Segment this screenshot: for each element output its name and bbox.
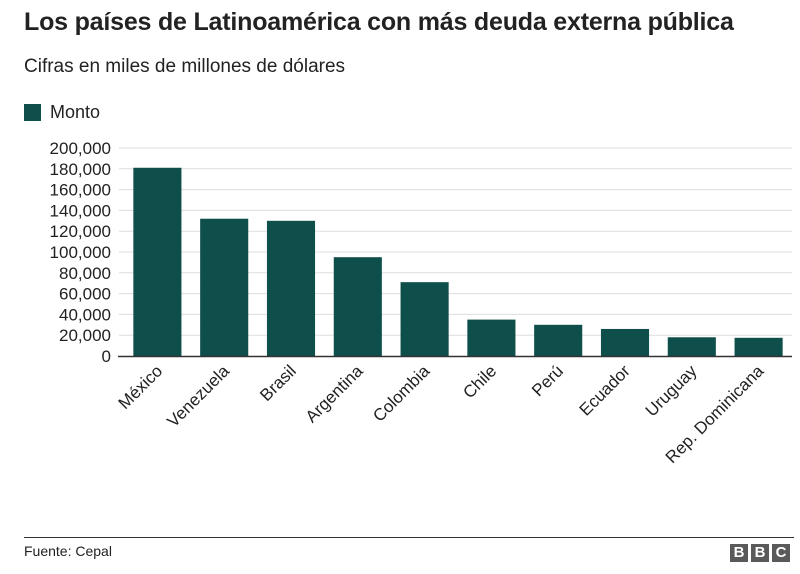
y-tick-label: 160,000 bbox=[50, 181, 111, 200]
y-tick-label: 40,000 bbox=[59, 305, 111, 324]
bar bbox=[400, 282, 449, 356]
y-tick-label: 100,000 bbox=[50, 243, 111, 262]
y-tick-label: 0 bbox=[102, 347, 111, 366]
bar bbox=[600, 328, 650, 356]
y-tick-label: 180,000 bbox=[50, 160, 111, 179]
x-tick-label: Ecuador bbox=[576, 361, 634, 419]
bar bbox=[534, 324, 583, 356]
chart-title: Los países de Latinoamérica con más deud… bbox=[24, 8, 734, 36]
chart-subtitle: Cifras en miles de millones de dólares bbox=[24, 56, 346, 77]
x-tick-label: Brasil bbox=[256, 361, 299, 404]
bar bbox=[200, 218, 249, 356]
footer-divider bbox=[24, 537, 794, 538]
legend: Monto bbox=[24, 102, 100, 123]
legend-swatch bbox=[24, 104, 41, 121]
bbc-logo-letter: B bbox=[751, 544, 769, 562]
x-tick-label: México bbox=[115, 361, 167, 413]
y-tick-label: 140,000 bbox=[50, 201, 111, 220]
y-tick-label: 120,000 bbox=[50, 222, 111, 241]
source-note: Fuente: Cepal bbox=[24, 543, 112, 559]
bbc-logo-letter: C bbox=[772, 544, 790, 562]
bar bbox=[734, 337, 783, 356]
x-tick-label: Argentina bbox=[302, 361, 367, 426]
y-tick-label: 80,000 bbox=[59, 264, 111, 283]
bar bbox=[467, 319, 516, 356]
bbc-logo: B B C bbox=[730, 544, 790, 562]
bar bbox=[266, 220, 316, 356]
legend-label: Monto bbox=[50, 102, 101, 122]
bar bbox=[667, 337, 716, 356]
x-tick-label: Uruguay bbox=[642, 361, 701, 420]
x-tick-label: Venezuela bbox=[163, 361, 233, 431]
y-tick-label: 20,000 bbox=[59, 326, 111, 345]
bbc-logo-letter: B bbox=[730, 544, 748, 562]
x-tick-label: Perú bbox=[528, 361, 567, 400]
bar bbox=[333, 257, 382, 356]
y-tick-label: 200,000 bbox=[50, 139, 111, 158]
bar bbox=[133, 167, 182, 356]
x-tick-label: Chile bbox=[459, 361, 500, 402]
y-tick-label: 60,000 bbox=[59, 285, 111, 304]
x-tick-label: Colombia bbox=[369, 361, 434, 426]
